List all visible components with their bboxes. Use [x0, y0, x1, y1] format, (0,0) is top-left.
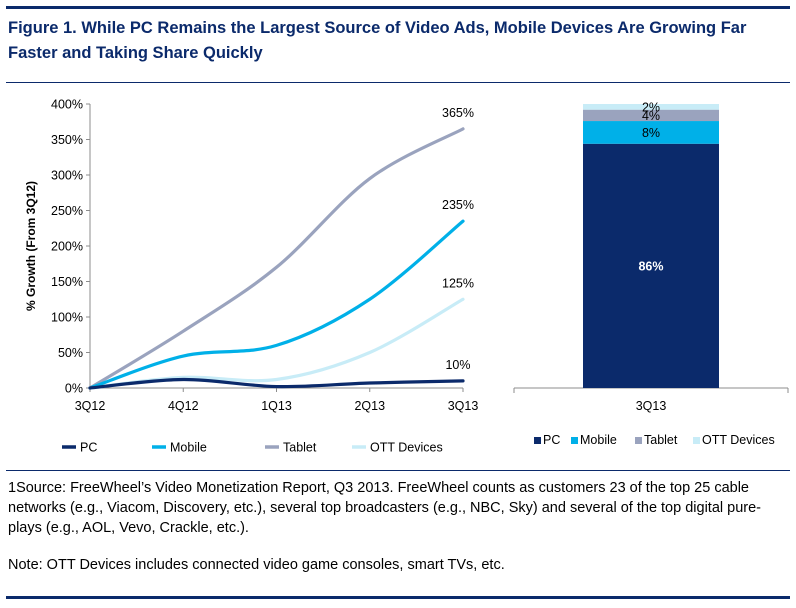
- stacked-bar-chart: 86% 8% 4%2% 3Q13 PC Mobile Tablet OTT Devices: [513, 100, 789, 447]
- x-tick-label: 4Q12: [168, 399, 199, 413]
- x-tick-label: 3Q13: [448, 399, 479, 413]
- bar-label-pc: 86%: [638, 259, 663, 273]
- bar-legend-swatch-mobile: [571, 437, 578, 444]
- y-tick-label: 250%: [51, 204, 83, 218]
- y-tick-label: 350%: [51, 133, 83, 147]
- line-chart: 0% 50% 100% 150% 200% 250% 300% 350% 400% 3Q12 4Q1…: [24, 98, 478, 455]
- series-line-pc: [88, 377, 465, 390]
- bar-legend-label-mobile: Mobile: [580, 433, 617, 447]
- bar-category-label: 3Q13: [636, 399, 667, 413]
- y-tick-label: 50%: [58, 346, 83, 360]
- x-tick-label: 1Q13: [261, 399, 292, 413]
- end-label-mobile: 235%: [442, 198, 474, 212]
- legend-label-ott-devices: OTT Devices: [370, 441, 443, 455]
- bar-label-ott-devices: 2%: [642, 100, 660, 114]
- legend-label-tablet: Tablet: [283, 441, 317, 455]
- x-tick-label: 2Q13: [354, 399, 385, 413]
- ott-note: Note: OTT Devices includes connected vid…: [8, 557, 505, 573]
- figure-title: Figure 1. While PC Remains the Largest S…: [8, 19, 747, 62]
- bar-legend-swatch-ott-devices: [693, 437, 700, 444]
- bar-segment-mobile: [583, 121, 719, 144]
- source-footnote: 1Source: FreeWheel’s Video Monetization …: [8, 480, 761, 536]
- chart-rule: [6, 470, 790, 471]
- legend-label-mobile: Mobile: [170, 441, 207, 455]
- bottom-rule: [6, 596, 790, 599]
- legend-label-pc: PC: [80, 441, 97, 455]
- series-line-mobile: [88, 219, 465, 390]
- bar-legend-swatch-pc: [534, 437, 541, 444]
- series-line-ott-devices: [88, 297, 465, 390]
- title-rule: [6, 82, 790, 83]
- y-tick-label: 150%: [51, 275, 83, 289]
- bar-segment-ott-devices: [583, 104, 719, 110]
- series-line-tablet: [88, 127, 465, 390]
- y-axis-label: % Growth (From 3Q12): [24, 181, 38, 311]
- bar-segment-tablet: [583, 109, 719, 122]
- y-tick-label: 200%: [51, 240, 83, 254]
- bar-label-mobile: 8%: [642, 126, 660, 140]
- y-tick-label: 400%: [51, 98, 83, 112]
- bar-legend-label-pc: PC: [543, 433, 560, 447]
- bar-legend-swatch-tablet: [635, 437, 642, 444]
- bar-legend-label-ott-devices: OTT Devices: [702, 433, 775, 447]
- end-label-pc: 10%: [445, 358, 470, 372]
- bar-legend-label-tablet: Tablet: [644, 433, 678, 447]
- end-label-tablet: 365%: [442, 106, 474, 120]
- y-tick-label: 100%: [51, 311, 83, 325]
- y-tick-label: 300%: [51, 169, 83, 183]
- bar-segment-pc: [583, 143, 719, 388]
- end-label-ott-devices: 125%: [442, 276, 474, 290]
- figure-charts: 0% 50% 100% 150% 200% 250% 300% 350% 400% 3Q12 4Q1…: [24, 98, 789, 455]
- bar-label-tablet: 4%: [642, 109, 660, 123]
- x-tick-label: 3Q12: [75, 399, 106, 413]
- y-tick-label: 0%: [65, 382, 83, 396]
- top-rule: [6, 6, 790, 9]
